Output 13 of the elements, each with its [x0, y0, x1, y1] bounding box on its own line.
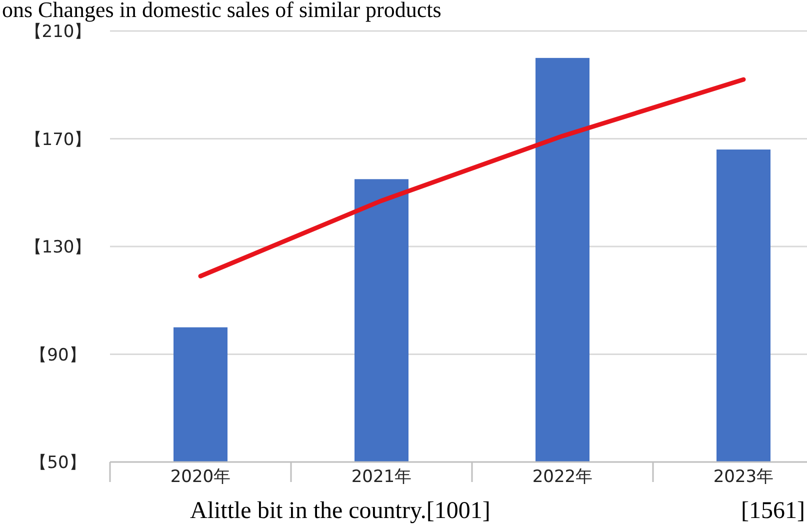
x-tick-label: 2020年	[170, 467, 231, 487]
y-tick-label: 【210】	[24, 22, 92, 42]
x-tick-label: 2022年	[532, 467, 593, 487]
line-series	[198, 77, 746, 278]
x-tick-label: 2021年	[351, 467, 412, 487]
text: [1561]	[741, 498, 805, 524]
text: Alittle bit in the country.[1001]	[190, 498, 490, 524]
x-tick-label: 2023年	[713, 467, 774, 487]
chart-title: ons Changes in domestic sales of similar products	[2, 0, 442, 22]
y-tick-label: 【170】	[24, 130, 92, 150]
y-tick-label: 【130】	[24, 238, 92, 258]
y-tick-label: 【50】	[30, 453, 86, 473]
y-tick-label: 【90】	[30, 345, 86, 366]
